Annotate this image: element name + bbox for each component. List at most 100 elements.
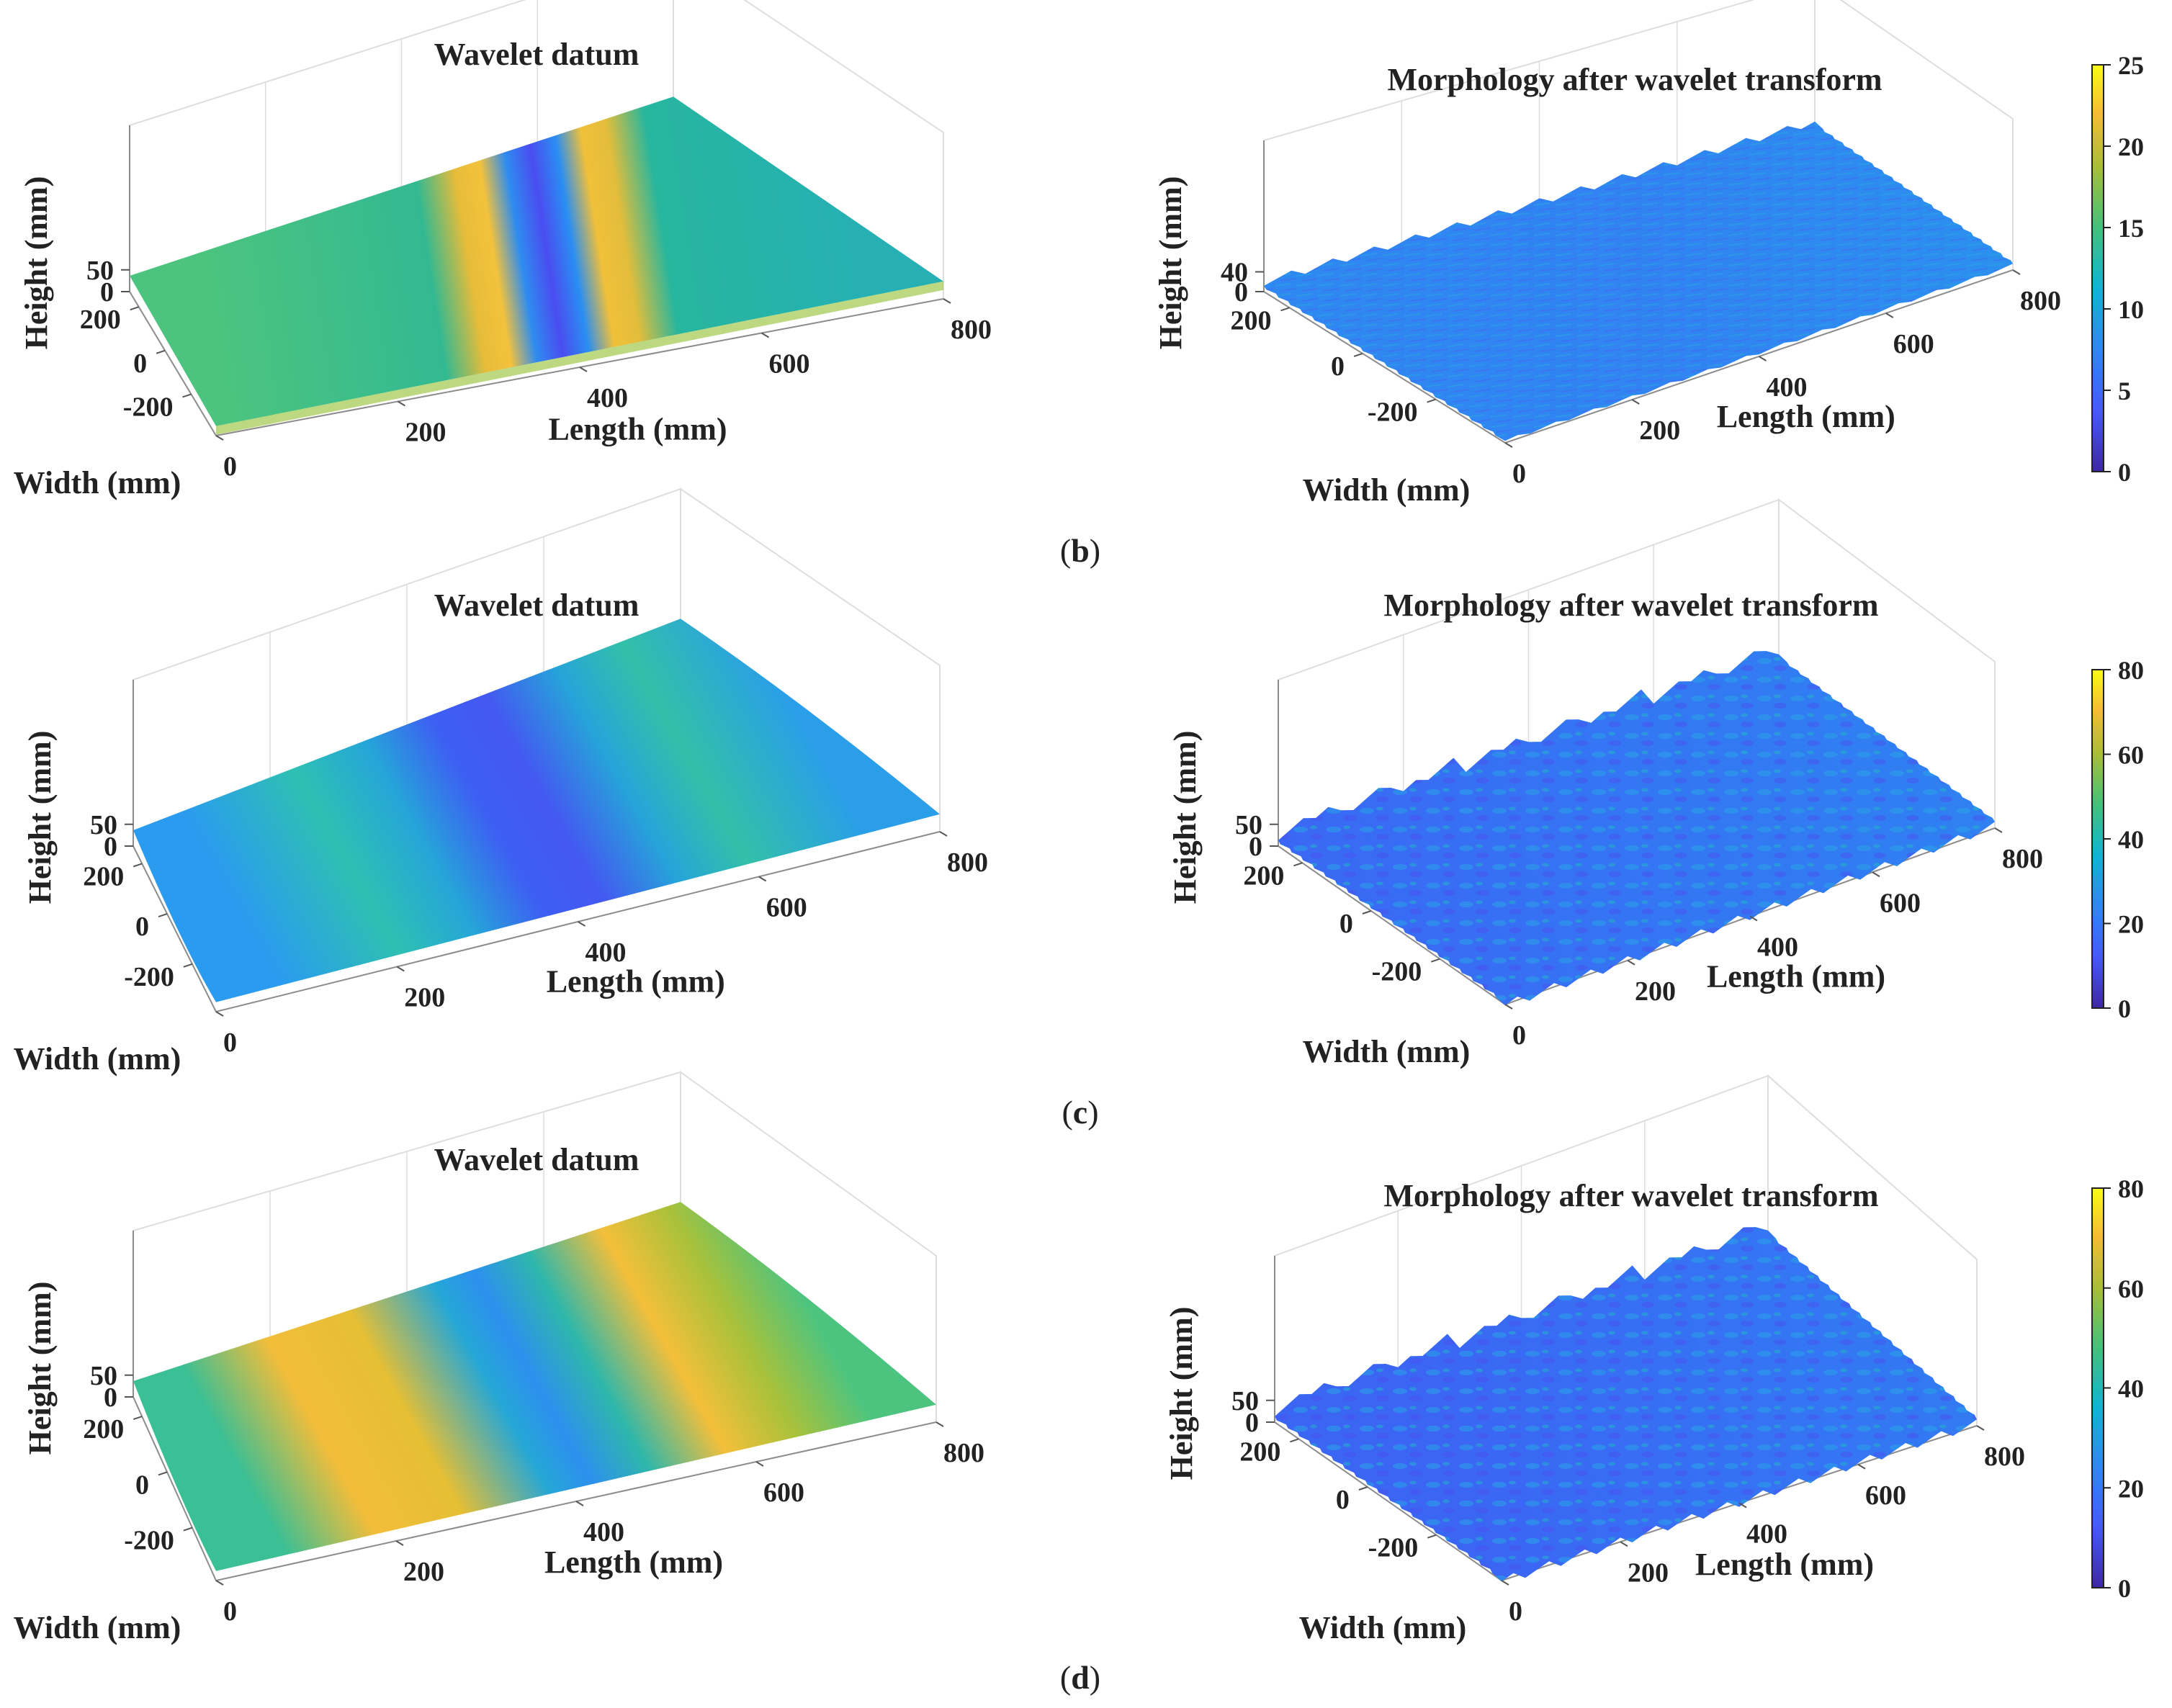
panel-b-right-xtick-label: 0 [1512,459,1526,489]
panel-b-right-ytick-label: 200 [1231,305,1272,336]
panel-b-right-ytick-label: -200 [1368,397,1418,428]
panel-b-right-ztick-label: 0 [1234,277,1248,307]
colorbar-c-tick-label: 80 [2118,656,2144,685]
panel-d-left-ytick-label: 0 [135,1470,149,1500]
panel-d-right-side-wall [1767,1074,1978,1426]
panel-d-left-xlabel: Length (mm) [544,1545,723,1580]
panel-c-left-xtick-mark [215,1011,224,1017]
panel-c-left-ylabel: Width (mm) [14,1041,181,1077]
panel-b-left-ylabel: Width (mm) [14,465,181,500]
panel-d-right-surface-texture [1275,1227,1977,1582]
colorbar-d-tick-label: 60 [2118,1275,2144,1303]
panel-b-right-surface-texture [1264,121,2013,441]
panel-c-right-ytick-mark [1431,958,1440,963]
panel-d-left-ylabel: Width (mm) [14,1610,181,1645]
panel-c-right-ztick-label: 50 [1235,810,1262,840]
colorbar-b-bar [2091,64,2104,472]
panel-b-left-xlabel: Length (mm) [548,412,727,447]
panel-c-left-zlabel: Height (mm) [22,731,58,904]
panel-d-left-xtick-label: 600 [763,1478,804,1508]
panel-b-left-ytick-mark [130,306,140,311]
panel-c-right-ytick-mark [1293,862,1303,867]
panel-d-left-xtick-label: 0 [223,1596,237,1627]
panel-d-right-ztick-label: 0 [1245,1408,1259,1438]
panel-b-left-xtick-mark [397,400,406,407]
panel-b-right-ytick-label: 0 [1331,351,1345,382]
panel-d-left-xtick-label: 400 [583,1517,624,1547]
panel-d-right-xtick-mark [1857,1463,1866,1470]
panel-d-left-xtick-mark [755,1461,764,1467]
subfigure-label-open: ( [1060,1659,1071,1696]
panel-c-left-xtick-mark [758,876,767,882]
panel-b-left-side-wall [673,0,944,299]
panel-b-left-ytick-label: 200 [80,305,121,335]
panel-c-right-zlabel: Height (mm) [1167,731,1203,904]
subfigure-label-letter: c [1073,1094,1087,1131]
panel-c-left-xtick-label: 0 [223,1028,237,1058]
panel-c-right-xtick-mark [1504,1004,1513,1010]
panel-b-left-ztick-label: 0 [100,277,114,307]
panel-d-right-xtick-label: 800 [1984,1442,2025,1472]
panel-c-right-ytick-mark [1362,910,1372,914]
panel-c-left-xtick-label: 200 [404,983,445,1013]
panel-b-right-xtick-label: 200 [1639,415,1680,446]
panel-b-left-xtick-mark [760,332,770,338]
panel-c-right-xtick-label: 0 [1512,1020,1526,1051]
panel-c-left-ytick-mark [133,863,143,868]
panel-c-right-xtick-label: 800 [2002,844,2043,874]
panel-d-right-zlabel: Height (mm) [1164,1307,1199,1480]
subfigure-label-c: (c) [1062,1094,1098,1131]
panel-b-left-surface-edge [216,281,943,435]
panel-d-right-xlabel: Length (mm) [1695,1547,1874,1582]
panel-b-right-xtick-mark [1504,442,1513,448]
panel-b-right-xtick-label: 800 [2020,286,2061,316]
panel-c-left-xtick-label: 400 [585,938,627,968]
panel-b-left-xtick-label: 0 [223,451,237,482]
panel-c-right-xtick-mark [1994,827,2003,833]
panel-d-left-title: Wavelet datum [434,1142,640,1177]
panel-c-right-surface-texture [1278,651,1995,1006]
colorbar-c-tick-label: 40 [2118,825,2144,854]
panel-c-right-title: Morphology after wavelet transform [1383,588,1878,623]
colorbar-d-tick-label: 40 [2118,1375,2144,1403]
subfigure-label-d: (d) [1060,1659,1100,1696]
panel-c-right-xtick-label: 400 [1757,932,1798,963]
colorbar-b-tick-label: 0 [2118,458,2131,487]
colorbar-b-tick-label: 15 [2118,214,2144,243]
panel-b-left-ytick-mark [182,393,192,398]
panel-d-right-xtick-mark [1620,1541,1628,1547]
panel-d-left-ztick-label: 50 [90,1361,117,1391]
colorbar-c-tick-label: 0 [2118,994,2131,1023]
panel-c-right-xtick-label: 600 [1880,888,1921,918]
colorbar-d-tick-label: 0 [2118,1574,2131,1603]
panel-d-right-xtick-label: 600 [1865,1480,1906,1511]
panel-c-left-xtick-label: 600 [766,893,807,923]
colorbar-b-tick-label: 25 [2118,51,2144,80]
subfigure-label-letter: b [1071,532,1090,569]
panel-d-right-ytick-label: 200 [1239,1437,1280,1467]
colorbar-d-bar [2091,1187,2104,1588]
panel-c-right-xtick-mark [1627,959,1635,966]
panel-d-left-xtick-label: 200 [403,1557,444,1587]
panel-c-left-xtick-mark [577,921,586,927]
panel-d-left-ytick-mark [158,1471,168,1476]
panel-b-right-side-wall [1814,0,2014,270]
panel-c-left-xlabel: Length (mm) [547,964,725,999]
subfigure-label-close: ) [1090,532,1100,569]
panel-b-left-xtick-label: 400 [587,383,628,413]
panel-b-right-xlabel: Length (mm) [1717,399,1895,434]
panel-c-right-side-wall [1778,498,1996,828]
panel-c-left-xtick-label: 800 [947,848,988,878]
panel-c-right-xtick-mark [1749,915,1758,922]
panel-b-right-ztick-label: 40 [1221,258,1248,288]
panel-d-right-xtick-label: 200 [1628,1558,1669,1588]
panel-b-right-xtick-label: 400 [1767,372,1808,403]
panel-b-left-ytick-label: 0 [133,349,147,379]
panel-d-right-ytick-mark [1427,1534,1437,1539]
panel-c-left-xtick-mark [939,831,948,837]
